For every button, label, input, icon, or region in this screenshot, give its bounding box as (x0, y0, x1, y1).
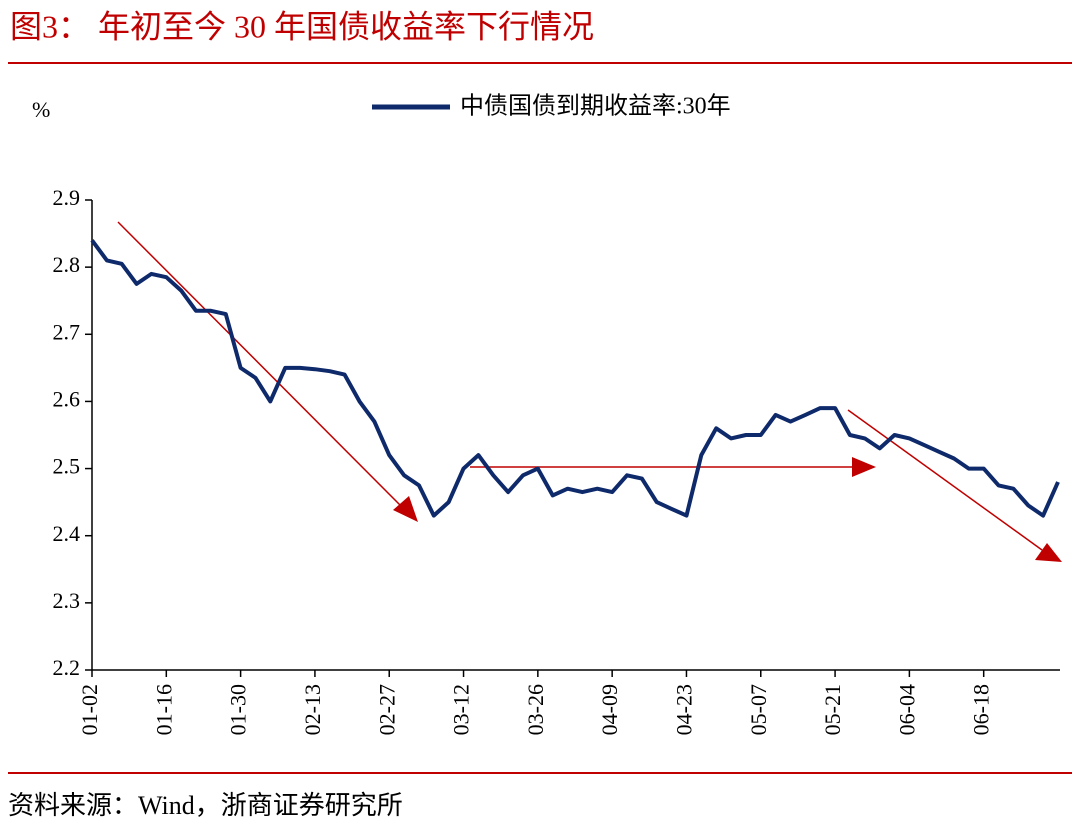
y-tick-label: 2.8 (53, 252, 81, 277)
data-line (90, 239, 1060, 518)
x-tick-label: 06-18 (969, 684, 994, 735)
y-tick-label: 2.3 (53, 588, 81, 613)
y-tick-label: 2.6 (53, 386, 81, 411)
x-tick-label: 03-12 (449, 684, 474, 735)
legend-label: 中债国债到期收益率:30年 (460, 93, 731, 120)
arrow-heads (393, 457, 1062, 562)
y-tick-label: 2.4 (53, 521, 81, 546)
x-tick-label: 02-27 (374, 684, 399, 735)
trend-arrows (117, 221, 1043, 551)
chart-title: 图3： 年初至今 30 年国债收益率下行情况 (10, 8, 594, 44)
x-tick-label: 05-21 (820, 684, 845, 735)
x-tick-label: 05-07 (746, 684, 771, 735)
x-tick-label: 04-09 (597, 684, 622, 735)
y-tick-label: 2.5 (53, 454, 81, 479)
y-tick-label: 2.7 (53, 319, 81, 344)
x-tick-label: 01-02 (77, 684, 102, 735)
x-tick-label: 01-16 (151, 684, 176, 735)
x-tick-label: 06-04 (894, 684, 919, 735)
x-tick-label: 04-23 (672, 684, 697, 735)
source-note: 资料来源：Wind，浙商证券研究所 (8, 791, 403, 820)
x-tick-label: 02-13 (300, 684, 325, 735)
y-axis-label: % (32, 97, 50, 122)
x-tick-label: 03-26 (523, 684, 548, 735)
x-tick-label: 01-30 (226, 684, 251, 735)
y-tick-label: 2.2 (53, 655, 81, 680)
y-tick-label: 2.9 (53, 185, 81, 210)
